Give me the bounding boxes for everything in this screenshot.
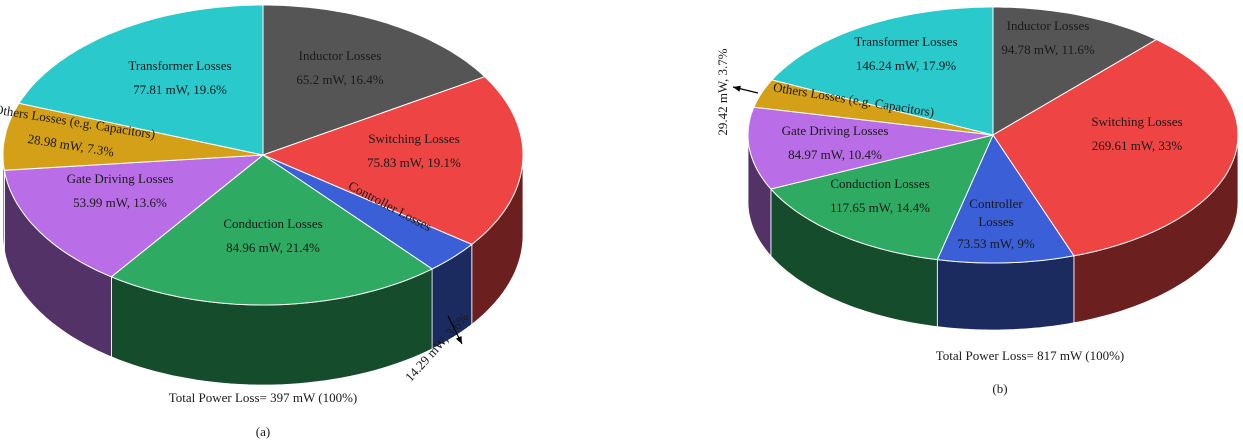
others-losses-slice <box>2 102 264 171</box>
transformer-losses-value: 146.24 mW, 17.9% <box>856 58 956 73</box>
gate-driving-losses-label: Gate Driving Losses 84.97 mW, 10.4% <box>782 123 889 162</box>
switching-losses-value: 75.83 mW, 19.1% <box>367 155 461 170</box>
total-power-loss-label: Total Power Loss= 817 mW (100%) <box>936 348 1125 363</box>
transformer-losses-slice <box>18 4 264 156</box>
pie-chart-b: Inductor Losses 94.78 mW, 11.6% Switching … <box>715 6 1239 396</box>
pie-sides <box>747 134 1239 331</box>
transformer-losses-label: Transformer Losses 77.81 mW, 19.6% <box>128 58 231 97</box>
pie-chart-a: Inductor Losses 65.2 mW, 16.4% Switching L… <box>0 4 524 439</box>
panel-label: (a) <box>256 424 270 439</box>
inductor-losses-slice <box>262 4 486 156</box>
conduction-losses-slice <box>769 134 994 261</box>
pie-slices <box>2 4 524 306</box>
controller-losses-side <box>936 255 1075 331</box>
gate-driving-losses-value: 84.97 mW, 10.4% <box>788 147 882 162</box>
gate-driving-losses-slice <box>747 106 994 190</box>
conduction-losses-label: Conduction Losses 117.65 mW, 14.4% <box>830 176 930 215</box>
transformer-losses-value: 77.81 mW, 19.6% <box>133 82 227 97</box>
inductor-losses-value: 65.2 mW, 16.4% <box>296 72 383 87</box>
pie-sides <box>2 155 524 386</box>
switching-losses-value: 269.61 mW, 33% <box>1092 138 1183 153</box>
gate-driving-losses-slice <box>3 154 265 278</box>
conduction-losses-slice <box>110 154 434 306</box>
switching-losses-slice <box>992 39 1239 257</box>
total-power-loss-label: Total Power Loss= 397 mW (100%) <box>169 390 358 405</box>
controller-losses-slice <box>262 154 473 270</box>
pie-slices <box>747 6 1239 264</box>
inductor-losses-slice <box>992 6 1158 136</box>
others-losses-slice <box>753 79 994 136</box>
conduction-losses-value: 84.96 mW, 21.4% <box>226 240 320 255</box>
controller-losses-value: 73.53 mW, 9% <box>957 236 1035 251</box>
gate-driving-losses-value: 53.99 mW, 13.6% <box>73 195 167 210</box>
switching-losses-label: Switching Losses 269.61 mW, 33% <box>1091 114 1182 153</box>
panel-label: (b) <box>992 381 1007 396</box>
leader-arrow <box>732 85 759 94</box>
leader-arrow <box>447 315 463 345</box>
controller-losses-slice <box>936 133 1075 264</box>
conduction-losses-value: 117.65 mW, 14.4% <box>830 200 930 215</box>
others-losses-value: 29.42 mW, 3.7% <box>715 48 730 135</box>
conduction-losses-label: Conduction Losses 84.96 mW, 21.4% <box>223 216 322 255</box>
transformer-losses-slice <box>770 6 994 136</box>
switching-losses-slice <box>261 76 524 245</box>
inductor-losses-label: Inductor Losses 94.78 mW, 11.6% <box>1001 18 1094 57</box>
transformer-losses-label: Transformer Losses 146.24 mW, 17.9% <box>854 34 957 73</box>
switching-losses-label: Switching Losses 75.83 mW, 19.1% <box>367 131 461 170</box>
gate-driving-losses-label: Gate Driving Losses 53.99 mW, 13.6% <box>67 171 174 210</box>
inductor-losses-value: 94.78 mW, 11.6% <box>1001 42 1094 57</box>
inductor-losses-label: Inductor Losses 65.2 mW, 16.4% <box>296 48 383 87</box>
controller-losses-label: Controller Losses 73.53 mW, 9% <box>957 196 1035 251</box>
